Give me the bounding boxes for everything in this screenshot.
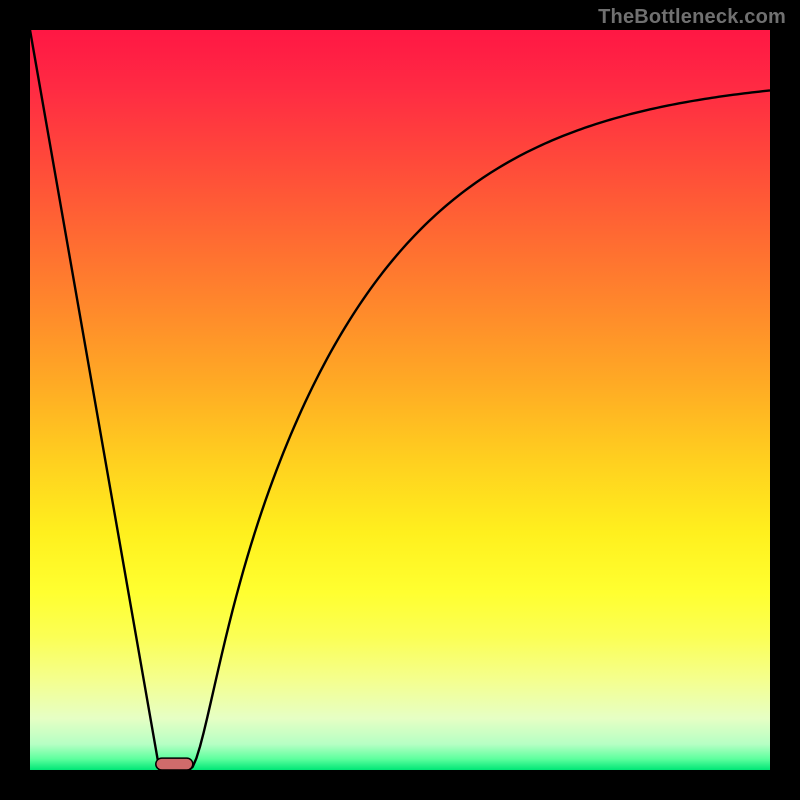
chart-container: TheBottleneck.com [0, 0, 800, 800]
optimal-range-marker [156, 758, 193, 770]
bottleneck-chart [0, 0, 800, 800]
watermark-text: TheBottleneck.com [598, 6, 786, 29]
